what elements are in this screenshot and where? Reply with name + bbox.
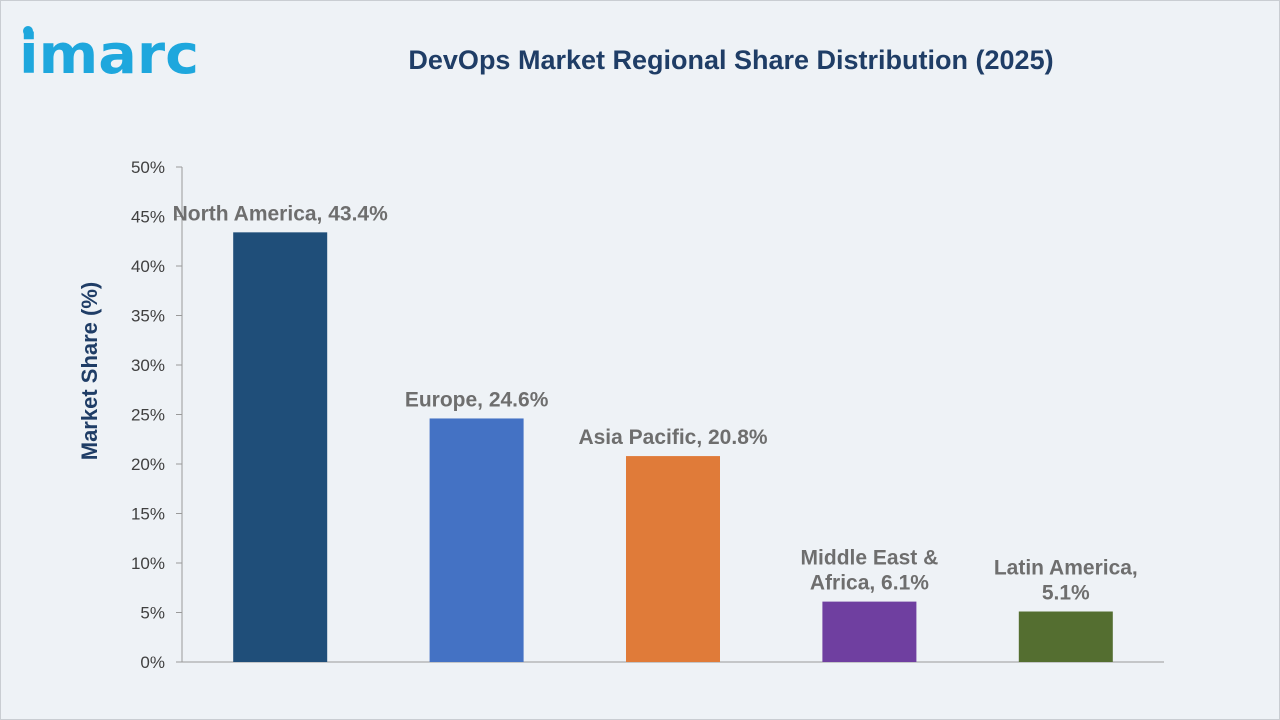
y-tick-label: 5%	[140, 604, 165, 623]
imarc-logo: imarc	[19, 23, 199, 83]
y-axis: 0% 5% 10% 15% 20% 25% 30% 35% 40% 45% 50%	[131, 158, 1164, 672]
logo-dot	[23, 26, 33, 36]
y-tick-label: 25%	[131, 406, 165, 425]
data-label-1: Europe, 24.6%	[405, 388, 549, 411]
y-tick-label: 20%	[131, 455, 165, 474]
y-tick-label: 35%	[131, 307, 165, 326]
data-label-3: Africa, 6.1%	[810, 572, 929, 595]
y-tick-label: 45%	[131, 208, 165, 227]
data-label-4: 5.1%	[1042, 582, 1090, 605]
logo-text: imarc	[19, 23, 199, 83]
bar-0	[233, 232, 328, 662]
data-label-0: North America, 43.4%	[173, 202, 388, 225]
y-tick-label: 0%	[140, 653, 165, 672]
data-label-3: Middle East &	[801, 547, 939, 570]
y-tick-label: 15%	[131, 505, 165, 524]
bar-3	[822, 601, 917, 662]
data-labels: North America, 43.4% Europe, 24.6% Asia Pa…	[173, 202, 1138, 604]
bar-4	[1018, 611, 1113, 662]
y-tick-label: 40%	[131, 257, 165, 276]
y-tick-label: 30%	[131, 356, 165, 375]
data-label-2: Asia Pacific, 20.8%	[578, 426, 767, 449]
chart-title: DevOps Market Regional Share Distributio…	[408, 45, 1054, 75]
data-label-4: Latin America,	[994, 557, 1138, 580]
y-tick-label: 50%	[131, 158, 165, 177]
y-tick-label: 10%	[131, 554, 165, 573]
bars	[233, 232, 1113, 662]
bar-1	[429, 418, 524, 662]
bar-2	[626, 456, 720, 662]
